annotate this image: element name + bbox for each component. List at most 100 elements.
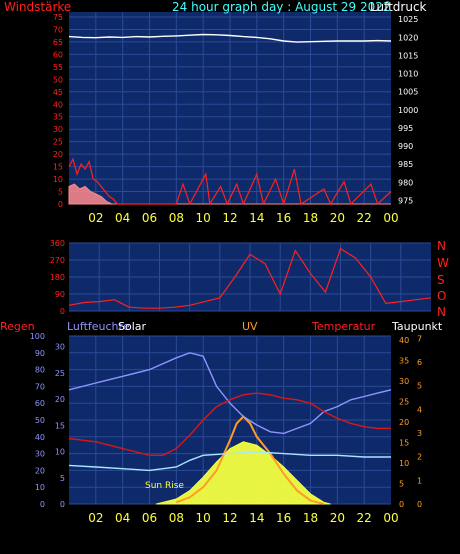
wind-tick-label: 50	[53, 75, 63, 84]
direction-tick-label: 270	[50, 256, 65, 265]
x-tick-label: 18	[303, 511, 318, 525]
wind-tick-label: 55	[53, 63, 63, 72]
sunrise-label: Sun Rise	[145, 481, 184, 491]
pressure-axis-labels: 975 980 985 990 995 1000 1005 1010 1015 1020 1025	[398, 15, 418, 205]
pressure-tick-label: 1015	[398, 51, 418, 60]
pressure-tick-label: 1020	[398, 33, 418, 42]
wind-direction-axis-labels: 0 90 180 270 360	[50, 239, 65, 316]
rain-tick-label: 40	[35, 433, 45, 442]
temperature-tick-label: 5	[399, 480, 404, 489]
pressure-tick-label: 995	[398, 124, 413, 133]
dewpoint-line	[68, 451, 391, 472]
wind-tick-label: 30	[53, 125, 63, 134]
x-tick-label: 10	[196, 511, 211, 525]
x-tick-label: 12	[222, 511, 237, 525]
rain-tick-label: 80	[35, 366, 45, 375]
x-tick-label: 20	[330, 211, 345, 225]
x-tick-label: 20	[330, 511, 345, 525]
chart-title: 24 hour graph day : August 29 2022	[172, 0, 391, 14]
humidity-line	[68, 352, 392, 435]
x-tick-label: 00	[383, 511, 398, 525]
rain-tick-label: 60	[35, 399, 45, 408]
humidity-axis-title: Luftfeuchte	[67, 320, 130, 333]
pressure-tick-label: 985	[398, 160, 413, 169]
wind-tick-label: 35	[53, 113, 63, 122]
wind-tick-label: 20	[53, 150, 63, 159]
x-tick-label: 06	[142, 211, 157, 225]
wind-tick-label: 45	[53, 88, 63, 97]
dewpoint-tick-label: 2	[417, 453, 422, 462]
rain-tick-label: 10	[35, 483, 45, 492]
pressure-tick-label: 1000	[398, 106, 418, 115]
dewpoint-tick-label: 1	[417, 476, 422, 485]
temperature-tick-label: 30	[399, 377, 409, 386]
wind-axis-labels: 0 5 10 15 20 25 30 35 40 45 50 55 60 65 70 75	[53, 13, 63, 209]
pressure-tick-label: 1010	[398, 70, 418, 79]
wind-tick-label: 5	[58, 188, 63, 197]
wind-tick-label: 60	[53, 50, 63, 59]
temperature-tick-label: 35	[399, 357, 409, 366]
x-tick-label: 02	[88, 511, 103, 525]
wind-tick-label: 15	[53, 163, 63, 172]
dir-label-s: S	[437, 273, 445, 287]
x-tick-label: 14	[249, 511, 264, 525]
temperature-line	[68, 392, 391, 456]
gust-area	[68, 183, 391, 205]
humidity-tick-label: 10	[55, 448, 65, 457]
dir-label-o: O	[437, 289, 447, 303]
x-tick-label: 08	[169, 211, 184, 225]
solar-area	[156, 441, 331, 505]
uv-line	[175, 415, 325, 505]
dir-label-w: W	[437, 256, 449, 270]
wind-line	[68, 157, 392, 206]
x-tick-label: 06	[142, 511, 157, 525]
dewpoint-tick-label: 5	[417, 382, 422, 391]
environment-x-axis-labels: 02 04 06 08 10 12 14 16 18 20 22 00	[88, 511, 398, 525]
dewpoint-tick-label: 7	[417, 334, 422, 343]
uv-title: UV	[242, 320, 258, 333]
temperature-tick-label: 40	[399, 336, 409, 345]
wind-direction-panel: 0 90 180 270 360	[50, 239, 432, 316]
temperature-tick-label: 10	[399, 459, 409, 468]
direction-tick-label: 0	[60, 307, 65, 316]
wind-tick-label: 70	[53, 25, 63, 34]
rain-tick-label: 90	[35, 349, 45, 358]
x-tick-label: 10	[196, 211, 211, 225]
pressure-tick-label: 990	[398, 142, 413, 151]
dewpoint-tick-label: 6	[417, 358, 422, 367]
wind-tick-label: 0	[58, 200, 63, 209]
dewpoint-tick-label: 0	[417, 500, 422, 509]
pressure-tick-label: 1025	[398, 15, 418, 24]
wind-axis-title: Windstärke	[4, 0, 72, 14]
wind-tick-label: 65	[53, 38, 63, 47]
rain-axis-labels: 0 10 20 30 40 50 60 70 80 90 100	[30, 332, 45, 509]
rain-axis-title: Regen	[0, 320, 35, 333]
x-tick-label: 04	[115, 511, 130, 525]
x-tick-label: 04	[115, 211, 130, 225]
wind-direction-grid	[69, 242, 431, 312]
humidity-tick-label: 5	[60, 474, 65, 483]
wind-x-axis-labels: 02 04 06 08 10 12 14 16 18 20 22 00	[88, 211, 398, 225]
temperature-axis-labels: 0 5 10 15 20 25 30 35 40	[399, 336, 409, 509]
humidity-tick-label: 15	[55, 421, 65, 430]
humidity-tick-label: 30	[55, 343, 65, 352]
wind-tick-label: 40	[53, 100, 63, 109]
dewpoint-axis-title: Taupunkt	[392, 320, 443, 333]
humidity-axis-labels: 0 5 10 15 20 25 30	[55, 343, 65, 510]
rain-tick-label: 20	[35, 466, 45, 475]
pressure-line	[68, 33, 392, 43]
direction-tick-label: 180	[50, 273, 65, 282]
pressure-tick-label: 975	[398, 196, 413, 205]
wind-tick-label: 10	[53, 175, 63, 184]
x-tick-label: 02	[88, 211, 103, 225]
dewpoint-axis-labels: 0 1 2 3 4 5 6 7	[417, 334, 422, 509]
rain-tick-label: 70	[35, 382, 45, 391]
temperature-tick-label: 25	[399, 398, 409, 407]
temperature-tick-label: 15	[399, 439, 409, 448]
dir-label-n-top: N	[437, 239, 446, 253]
pressure-axis-title: Luftdruck	[370, 0, 427, 14]
wind-direction-line	[68, 247, 432, 309]
x-tick-label: 16	[276, 211, 291, 225]
